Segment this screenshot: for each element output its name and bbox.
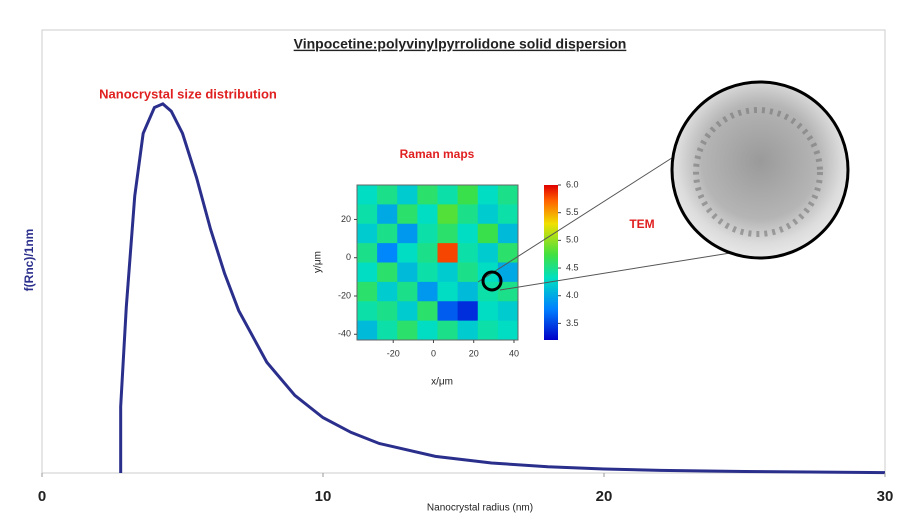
- heatmap-layer: [356, 184, 519, 341]
- heat-cell: [377, 320, 398, 341]
- heat-cell: [497, 320, 519, 341]
- colorbar-tick-label: 5.5: [566, 207, 579, 217]
- heat-cell: [477, 204, 499, 225]
- heat-cell: [417, 243, 438, 263]
- heat-cell: [397, 204, 418, 225]
- heat-cell: [457, 185, 479, 205]
- y-tick-label: 0: [346, 252, 351, 262]
- colorbar-tick-label: 5.0: [566, 235, 579, 245]
- heat-cell: [357, 262, 378, 283]
- heat-cell: [377, 223, 398, 244]
- x-tick-label: 10: [315, 488, 332, 505]
- heat-cell: [397, 301, 418, 322]
- heat-cell: [397, 243, 418, 263]
- x-tick-label: 30: [877, 488, 894, 505]
- heat-cell: [417, 320, 438, 341]
- heat-cell: [377, 281, 398, 302]
- heat-cell: [437, 262, 459, 283]
- heat-cell: [437, 204, 459, 225]
- heat-cell: [497, 223, 519, 244]
- heat-cell: [357, 243, 378, 263]
- heat-cell: [477, 281, 499, 302]
- line-series: [119, 102, 886, 475]
- colorbar-tick-label: 3.5: [566, 318, 579, 328]
- connector: [477, 139, 701, 283]
- colorbar: [544, 185, 558, 340]
- tem-texture: [693, 107, 823, 237]
- heat-cell: [437, 301, 459, 322]
- heat-cell: [477, 243, 499, 263]
- inset-x-label: x/μm: [431, 377, 453, 388]
- heat-cell: [417, 204, 438, 225]
- heat-cell: [497, 262, 519, 283]
- heat-cell: [437, 185, 459, 205]
- x-tick-label: 0: [431, 348, 436, 358]
- annotation: Nanocrystal size distribution: [99, 86, 277, 101]
- plot-frame: [41, 29, 886, 474]
- heat-cell: [457, 223, 479, 244]
- x-tick-label: -20: [387, 348, 400, 358]
- y-tick-label: -40: [338, 329, 351, 339]
- heat-cell: [417, 262, 438, 283]
- y-tick-label: -20: [338, 290, 351, 300]
- heat-cell: [397, 281, 418, 302]
- heat-cell: [437, 223, 459, 244]
- x-tick-label: 20: [469, 348, 479, 358]
- heat-cell: [397, 223, 418, 244]
- inset-title: Raman maps: [400, 147, 475, 161]
- heat-cell: [477, 185, 499, 205]
- heat-cell: [397, 185, 418, 205]
- heat-cell: [377, 243, 398, 263]
- x-tick-label: 20: [596, 488, 613, 505]
- x-axis-label: Nanocrystal radius (nm): [427, 503, 533, 514]
- heat-cell: [357, 185, 378, 205]
- heat-cell: [437, 320, 459, 341]
- heat-frame: [356, 184, 519, 341]
- heat-cell: [417, 301, 438, 322]
- colorbar-tick-label: 4.0: [566, 290, 579, 300]
- heat-cell: [397, 320, 418, 341]
- heat-cell: [457, 320, 479, 341]
- annotation: TEM: [629, 217, 654, 231]
- heat-cell: [417, 223, 438, 244]
- heat-cell: [357, 320, 378, 341]
- x-tick-label: 40: [509, 348, 519, 358]
- heat-cell: [457, 281, 479, 302]
- heat-cell: [497, 243, 519, 263]
- heat-cell: [377, 301, 398, 322]
- heat-cell: [437, 243, 459, 263]
- heat-cell: [457, 262, 479, 283]
- heat-cell: [477, 223, 499, 244]
- chart-title: Vinpocetine:polyvinylpyrrolidone solid d…: [294, 36, 627, 52]
- heat-cell: [437, 281, 459, 302]
- heat-cell: [457, 243, 479, 263]
- line-layer: [119, 102, 886, 475]
- heat-cell: [497, 204, 519, 225]
- heat-cell: [477, 320, 499, 341]
- heat-cell: [357, 281, 378, 302]
- heat-cell: [377, 185, 398, 205]
- region-marker: [481, 270, 503, 292]
- heat-cell: [457, 204, 479, 225]
- heat-cell: [377, 262, 398, 283]
- x-tick-label: 0: [38, 488, 46, 505]
- heat-cell: [417, 185, 438, 205]
- heat-cell: [497, 281, 519, 302]
- heat-cell: [377, 204, 398, 225]
- y-tick-label: 20: [341, 214, 351, 224]
- heat-cell: [357, 301, 378, 322]
- heat-cell: [357, 223, 378, 244]
- heat-cell: [477, 301, 499, 322]
- heat-cell: [417, 281, 438, 302]
- heat-cell: [497, 185, 519, 205]
- colorbar-tick-label: 4.5: [566, 262, 579, 272]
- heat-cell: [497, 301, 519, 322]
- heat-cell: [357, 204, 378, 225]
- y-axis-label: f(Rnc)/1nm: [22, 229, 36, 292]
- heat-cell: [397, 262, 418, 283]
- heat-cell: [457, 301, 479, 322]
- inset-y-label: y/μm: [313, 251, 324, 273]
- colorbar-tick-label: 6.0: [566, 179, 579, 189]
